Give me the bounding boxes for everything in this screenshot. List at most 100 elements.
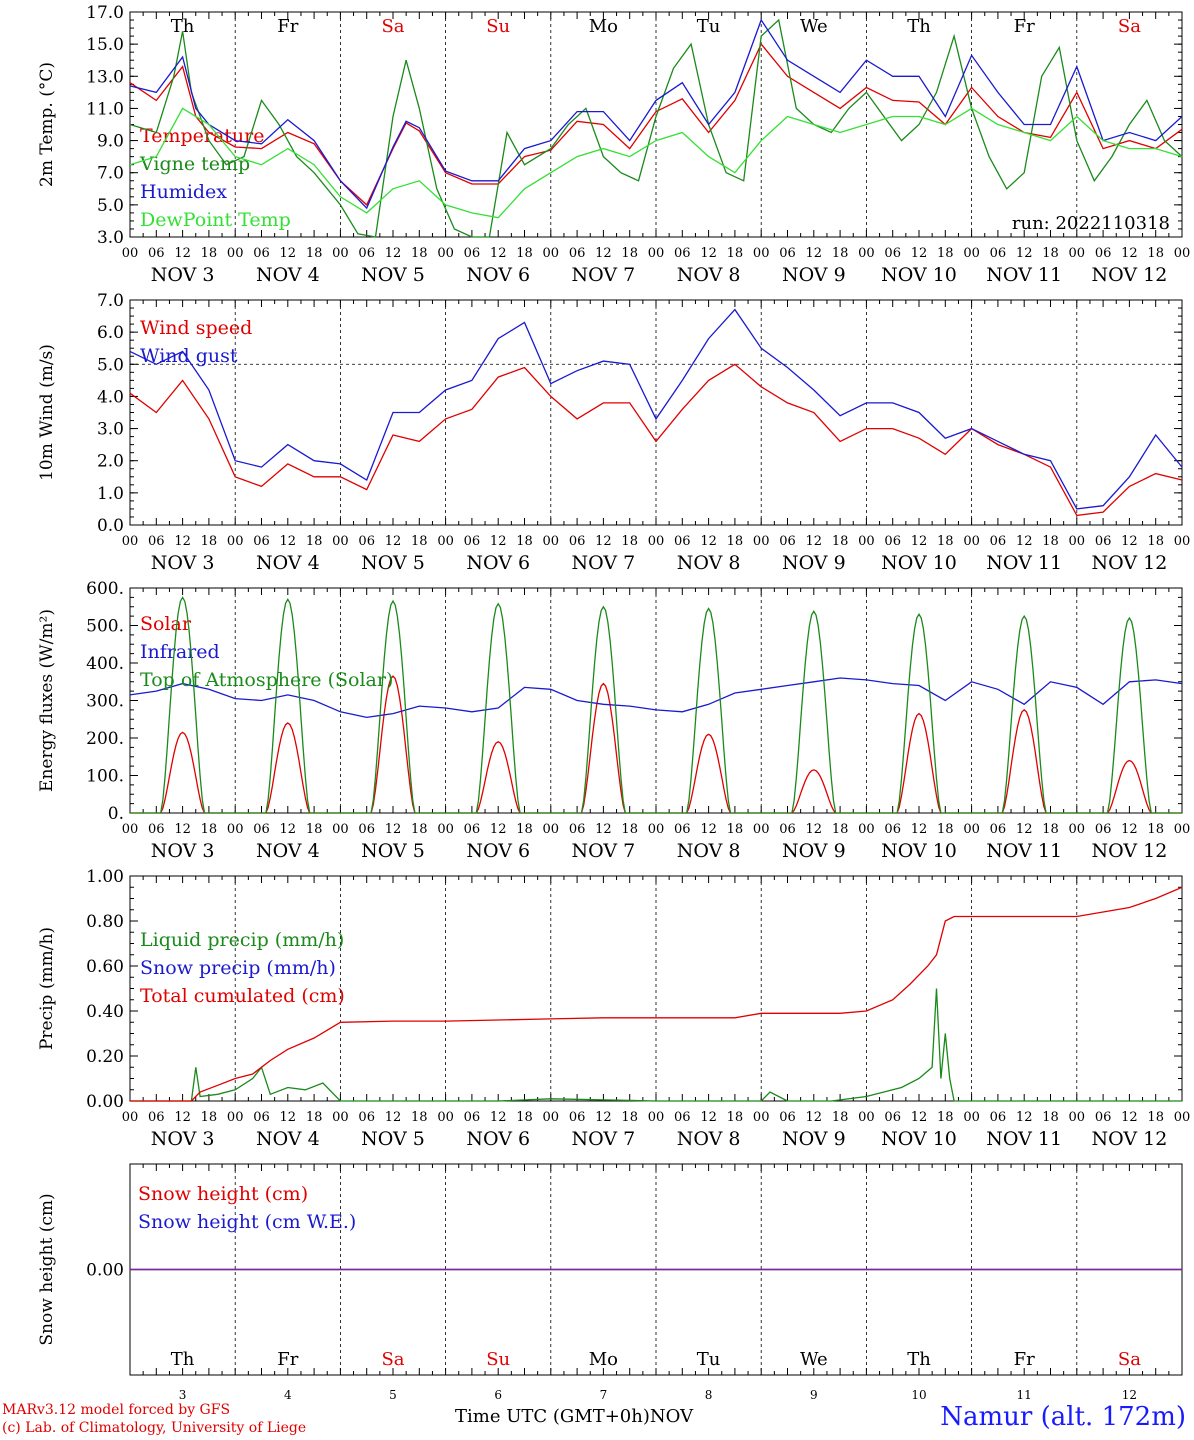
panel-1-hour-label: 00: [227, 534, 244, 549]
panel-2-date-label: NOV 5: [361, 840, 425, 862]
panel-0-hour-label: 06: [1095, 246, 1112, 261]
panel-3-hour-label: 12: [911, 1110, 928, 1125]
panel-0-day-name: Fr: [1014, 16, 1035, 37]
panel-1-date-label: NOV 6: [466, 552, 530, 574]
panel-3-hour-label: 00: [437, 1110, 454, 1125]
panel-0-hour-label: 00: [227, 246, 244, 261]
panel-0-hour-label: 06: [884, 246, 901, 261]
panel-0-hour-label: 06: [464, 246, 481, 261]
panel-1-hour-label: 18: [411, 534, 428, 549]
panel-3-y-tick-label: 0.60: [86, 957, 124, 977]
panel-3-y-tick-label: 0.80: [86, 912, 124, 932]
panel-2-hour-label: 12: [1016, 822, 1033, 837]
panel-4-day-name: Th: [907, 1349, 931, 1370]
panel-1-hour-label: 18: [1147, 534, 1164, 549]
panel-0-hour-label: 00: [437, 246, 454, 261]
panel-3-hour-label: 18: [201, 1110, 218, 1125]
panel-0-date-label: NOV 4: [256, 264, 320, 286]
panel-0-legend-0: Temperature: [140, 125, 264, 147]
panel-0-date-label: NOV 9: [782, 264, 846, 286]
panel-3-hour-label: 12: [490, 1110, 507, 1125]
panel-2-hour-label: 06: [779, 822, 796, 837]
panel-1-series-1-line: [129, 308, 1183, 510]
panel-0-hour-label: 00: [858, 246, 875, 261]
panel-1-hour-label: 06: [464, 534, 481, 549]
panel-0-day-name: Sa: [381, 16, 404, 37]
panel-3-hour-label: 12: [174, 1110, 191, 1125]
panel-0-hour-label: 00: [1069, 246, 1086, 261]
panel-0-hour-label: 00: [543, 246, 560, 261]
panel-1-hour-label: 12: [1121, 534, 1138, 549]
panel-2-hour-label: 00: [648, 822, 665, 837]
panel-1-hour-label: 18: [1042, 534, 1059, 549]
panel-0-day-name: Tu: [697, 16, 721, 37]
panel-0-hour-label: 00: [648, 246, 665, 261]
panel-1-hour-label: 18: [727, 534, 744, 549]
panel-1-hour-label: 00: [858, 534, 875, 549]
panel-2-hour-label: 18: [306, 822, 323, 837]
panel-1-hour-label: 06: [1095, 534, 1112, 549]
panel-4-day-number: 9: [810, 1388, 818, 1402]
panel-1-hour-label: 00: [437, 534, 454, 549]
panel-2-hour-label: 00: [437, 822, 454, 837]
panel-2-y-tick-label: 400.: [86, 654, 124, 674]
panel-1-hour-label: 06: [253, 534, 270, 549]
panel-2-y-tick-label: 0.: [108, 804, 124, 824]
panel-3-y-tick-label: 1.00: [86, 867, 124, 887]
panel-3-hour-label: 06: [358, 1110, 375, 1125]
panel-1-date-label: NOV 9: [782, 552, 846, 574]
panel-1-date-label: NOV 3: [151, 552, 215, 574]
panel-1-hour-label: 12: [385, 534, 402, 549]
panel-1-y-tick-label: 4.0: [97, 387, 124, 407]
panel-2-legend-0: Solar: [140, 613, 192, 635]
panel-3-hour-label: 18: [411, 1110, 428, 1125]
panel-2-hour-label: 18: [621, 822, 638, 837]
panel-0-day-name: Sa: [1118, 16, 1141, 37]
panel-3-date-label: NOV 10: [881, 1128, 957, 1150]
panel-3-hour-label: 00: [1069, 1110, 1086, 1125]
panel-2-date-label: NOV 12: [1091, 840, 1167, 862]
panel-0-hour-label: 06: [779, 246, 796, 261]
panel-4-day-number: 7: [600, 1388, 608, 1402]
panel-2-hour-label: 12: [490, 822, 507, 837]
panel-2-date-label: NOV 7: [572, 840, 636, 862]
panel-4-day-name: Th: [171, 1349, 195, 1370]
panel-2-hour-label: 12: [1121, 822, 1138, 837]
panel-1-y-tick-label: 3.0: [97, 420, 124, 440]
panel-3-date-label: NOV 11: [986, 1128, 1062, 1150]
panel-2-hour-label: 18: [727, 822, 744, 837]
panel-2-hour-label: 00: [1174, 822, 1191, 837]
panel-1-hour-label: 00: [122, 534, 139, 549]
month-label: NOV: [649, 1406, 694, 1427]
panel-0-hour-label: 12: [490, 246, 507, 261]
model-credit: MARv3.12 model forced by GFS: [2, 1402, 231, 1418]
panel-2-y-tick-label: 300.: [86, 692, 124, 712]
panel-3-hour-label: 00: [1174, 1110, 1191, 1125]
panel-0-hour-label: 12: [174, 246, 191, 261]
panel-3-y-tick-label: 0.00: [86, 1092, 124, 1112]
panel-3-legend-1: Snow precip (mm/h): [140, 957, 336, 979]
panel-0-date-label: NOV 3: [151, 264, 215, 286]
panel-3-hour-label: 18: [306, 1110, 323, 1125]
panel-2-y-tick-label: 100.: [86, 767, 124, 787]
panel-2-hour-label: 06: [569, 822, 586, 837]
panel-0-day-name: Mo: [589, 16, 618, 37]
panel-1-hour-label: 06: [148, 534, 165, 549]
panel-3-hour-label: 12: [280, 1110, 297, 1125]
panel-4-day-number: 11: [1017, 1388, 1032, 1402]
panel-1-y-tick-label: 7.0: [97, 291, 124, 311]
panel-0-hour-label: 06: [253, 246, 270, 261]
panel-3-y-tick-label: 0.20: [86, 1047, 124, 1067]
panel-3-hour-label: 18: [1042, 1110, 1059, 1125]
panel-1-hour-label: 12: [174, 534, 191, 549]
panel-4-day-name: Su: [486, 1349, 510, 1370]
panel-0-series-2-line: [129, 18, 1183, 210]
panel-1-legend-0: Wind speed: [140, 317, 252, 339]
panel-0-hour-label: 18: [1147, 246, 1164, 261]
panel-3-date-label: NOV 4: [256, 1128, 320, 1150]
panel-3-hour-label: 18: [832, 1110, 849, 1125]
panel-2-hour-label: 06: [674, 822, 691, 837]
panel-0-legend-2: Humidex: [140, 181, 227, 203]
panel-1-hour-label: 12: [595, 534, 612, 549]
panel-1-date-label: NOV 11: [986, 552, 1062, 574]
